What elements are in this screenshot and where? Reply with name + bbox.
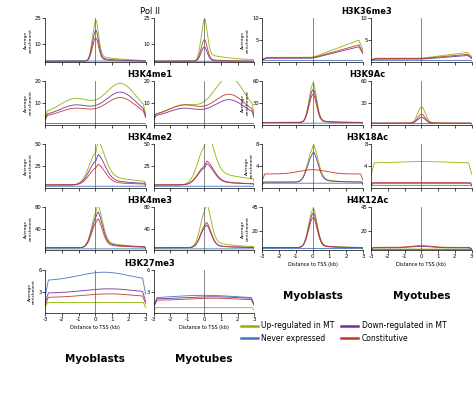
Y-axis label: Average
enrichment: Average enrichment: [241, 28, 250, 53]
Y-axis label: Average
enrichment: Average enrichment: [27, 279, 36, 304]
Text: Myotubes: Myotubes: [392, 291, 450, 301]
Text: H3K9Ac: H3K9Ac: [349, 70, 385, 79]
X-axis label: Distance to TSS (kb): Distance to TSS (kb): [71, 325, 120, 330]
Text: Myoblasts: Myoblasts: [283, 291, 343, 301]
Text: H3K36me3: H3K36me3: [342, 7, 392, 16]
Text: H3K27me3: H3K27me3: [124, 259, 175, 268]
Legend: Up-regulated in MT, Never expressed, Down-regulated in MT, Constitutive: Up-regulated in MT, Never expressed, Dow…: [241, 321, 446, 343]
Text: Myoblasts: Myoblasts: [65, 354, 125, 364]
X-axis label: Distance to TSS (kb): Distance to TSS (kb): [179, 325, 229, 330]
Y-axis label: Average
enrichment: Average enrichment: [245, 153, 254, 178]
Text: Myotubes: Myotubes: [175, 354, 233, 364]
Text: H3K4me2: H3K4me2: [127, 133, 172, 142]
X-axis label: Distance to TSS (kb): Distance to TSS (kb): [288, 262, 337, 267]
Text: H3K4me3: H3K4me3: [127, 196, 172, 205]
Y-axis label: Average
enrichment: Average enrichment: [24, 90, 33, 116]
Y-axis label: Average
enrichment: Average enrichment: [24, 153, 33, 178]
Text: H4K12Ac: H4K12Ac: [346, 196, 388, 205]
Y-axis label: Average
enrichment: Average enrichment: [24, 216, 33, 241]
X-axis label: Distance to TSS (kb): Distance to TSS (kb): [396, 262, 446, 267]
Text: H3K4me1: H3K4me1: [127, 70, 172, 79]
Y-axis label: Average
enrichment: Average enrichment: [241, 216, 250, 241]
Text: Pol II: Pol II: [140, 7, 160, 16]
Text: H3K18Ac: H3K18Ac: [346, 133, 388, 142]
Y-axis label: Average
enrichment: Average enrichment: [24, 28, 33, 53]
Y-axis label: Average
enrichment: Average enrichment: [241, 90, 250, 116]
